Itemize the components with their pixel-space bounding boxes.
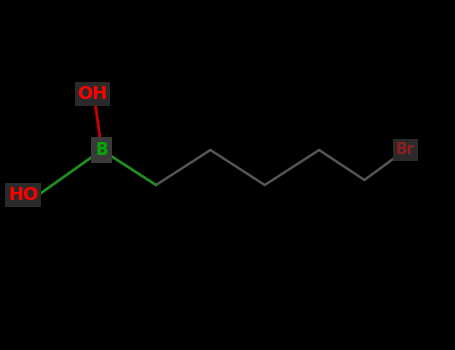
Text: B: B — [96, 141, 108, 159]
Text: OH: OH — [77, 85, 108, 103]
Text: HO: HO — [8, 186, 38, 204]
Text: Br: Br — [395, 142, 415, 158]
